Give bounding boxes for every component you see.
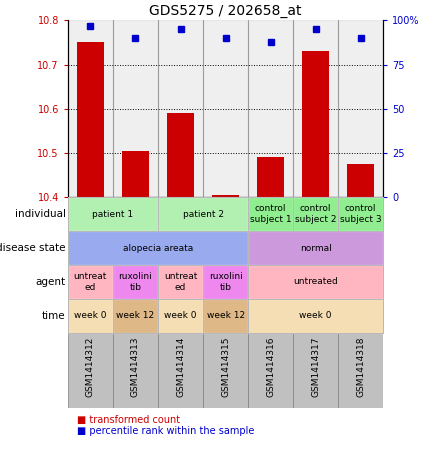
Bar <box>122 151 149 197</box>
Text: normal: normal <box>300 244 332 252</box>
Text: week 0: week 0 <box>300 312 332 320</box>
Bar <box>167 113 194 197</box>
Text: ■ transformed count: ■ transformed count <box>77 415 180 425</box>
Bar <box>293 333 338 408</box>
Text: untreat
ed: untreat ed <box>164 272 197 292</box>
Text: patient 2: patient 2 <box>183 210 223 218</box>
Text: ruxolini
tib: ruxolini tib <box>208 272 243 292</box>
Text: alopecia areata: alopecia areata <box>123 244 193 252</box>
Bar <box>293 20 338 197</box>
Text: week 12: week 12 <box>117 312 155 320</box>
Polygon shape <box>70 279 78 285</box>
Bar <box>338 20 383 197</box>
Text: disease state: disease state <box>0 243 66 253</box>
Bar <box>347 164 374 197</box>
Polygon shape <box>70 211 78 217</box>
Title: GDS5275 / 202658_at: GDS5275 / 202658_at <box>149 4 302 18</box>
Text: GSM1414316: GSM1414316 <box>266 337 275 397</box>
Text: agent: agent <box>35 277 66 287</box>
Text: untreat
ed: untreat ed <box>74 272 107 292</box>
Text: ■ percentile rank within the sample: ■ percentile rank within the sample <box>77 426 254 436</box>
Bar <box>158 333 203 408</box>
Bar <box>338 333 383 408</box>
Text: GSM1414318: GSM1414318 <box>356 337 365 397</box>
Bar <box>113 20 158 197</box>
Text: untreated: untreated <box>293 278 338 286</box>
Text: GSM1414314: GSM1414314 <box>176 337 185 397</box>
Bar <box>248 333 293 408</box>
Bar <box>212 195 239 197</box>
Text: control
subject 3: control subject 3 <box>340 204 381 224</box>
Bar <box>203 20 248 197</box>
Polygon shape <box>70 313 78 319</box>
Bar <box>77 43 104 197</box>
Text: GSM1414312: GSM1414312 <box>86 337 95 397</box>
Bar <box>302 51 329 197</box>
Text: week 0: week 0 <box>164 312 197 320</box>
Text: patient 1: patient 1 <box>92 210 134 218</box>
Text: GSM1414315: GSM1414315 <box>221 337 230 397</box>
Bar <box>113 333 158 408</box>
Text: control
subject 1: control subject 1 <box>250 204 291 224</box>
Text: week 0: week 0 <box>74 312 107 320</box>
Bar <box>68 20 113 197</box>
Text: control
subject 2: control subject 2 <box>295 204 336 224</box>
Bar <box>68 333 113 408</box>
Text: individual: individual <box>15 209 66 219</box>
Bar <box>257 157 284 197</box>
Text: GSM1414317: GSM1414317 <box>311 337 320 397</box>
Polygon shape <box>70 245 78 251</box>
Text: time: time <box>42 311 66 321</box>
Bar <box>248 20 293 197</box>
Text: GSM1414313: GSM1414313 <box>131 337 140 397</box>
Bar <box>203 333 248 408</box>
Bar <box>158 20 203 197</box>
Text: week 12: week 12 <box>206 312 245 320</box>
Text: ruxolini
tib: ruxolini tib <box>119 272 152 292</box>
